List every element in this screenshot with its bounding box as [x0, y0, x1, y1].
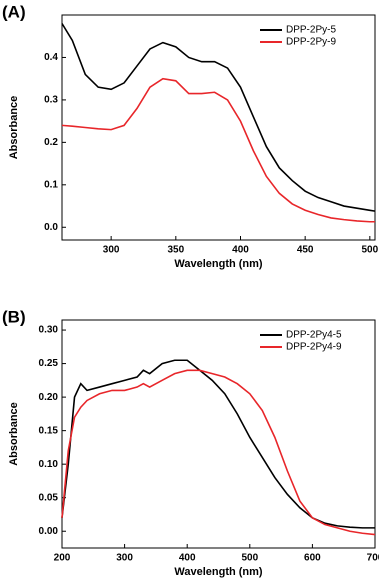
x-axis-label: Wavelength (nm)	[174, 258, 263, 270]
y-tick-label: 0.4	[44, 52, 58, 63]
legend-label: DPP-2Py4-9	[286, 342, 342, 353]
y-axis-label: Absorbance	[8, 402, 20, 466]
series-line	[61, 77, 375, 223]
x-tick-label: 600	[304, 553, 321, 564]
y-tick-label: 0.20	[39, 392, 59, 403]
y-tick-label: 0.15	[39, 425, 59, 436]
x-tick-label: 500	[241, 553, 258, 564]
x-tick-label: 700	[367, 553, 379, 564]
y-tick-label: 0.2	[44, 137, 58, 148]
series-line	[61, 23, 376, 212]
x-tick-label: 500	[361, 245, 378, 256]
y-tick-label: 0.10	[39, 459, 59, 470]
x-tick-label: 300	[103, 245, 120, 256]
panel-label: (A)	[2, 2, 26, 21]
legend-label: DPP-2Py-5	[286, 25, 336, 36]
y-tick-label: 0.0	[44, 222, 58, 233]
x-tick-label: 450	[297, 245, 314, 256]
y-axis-label: Absorbance	[8, 96, 20, 160]
x-tick-label: 200	[54, 553, 71, 564]
y-tick-label: 0.1	[44, 179, 58, 190]
y-tick-label: 0.30	[39, 325, 59, 336]
x-tick-label: 400	[179, 553, 196, 564]
series-line	[61, 359, 375, 529]
y-tick-label: 0.00	[39, 526, 59, 537]
x-tick-label: 300	[116, 553, 133, 564]
x-tick-label: 350	[167, 245, 184, 256]
legend-label: DPP-2Py4-5	[286, 330, 342, 341]
y-tick-label: 0.25	[39, 358, 59, 369]
panel-label: (B)	[2, 307, 26, 326]
plot-frame	[61, 14, 376, 241]
series-line	[61, 369, 376, 536]
x-axis-label: Wavelength (nm)	[174, 566, 263, 578]
y-tick-label: 0.05	[39, 492, 59, 503]
y-tick-label: 0.3	[44, 95, 58, 106]
x-tick-label: 400	[232, 245, 249, 256]
plot-frame	[61, 319, 376, 549]
legend-label: DPP-2Py-9	[286, 37, 336, 48]
